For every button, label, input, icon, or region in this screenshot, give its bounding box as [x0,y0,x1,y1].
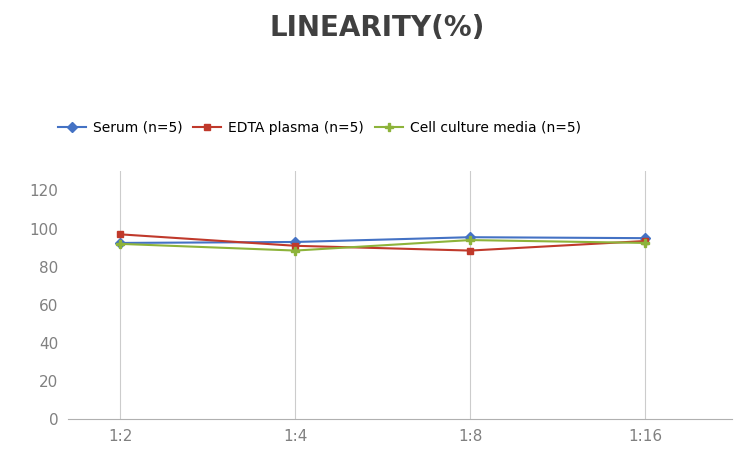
Line: EDTA plasma (n=5): EDTA plasma (n=5) [117,231,649,254]
EDTA plasma (n=5) [116,232,125,237]
Serum (n=5) [291,239,300,245]
Serum (n=5) [466,235,475,240]
Legend: Serum (n=5), EDTA plasma (n=5), Cell culture media (n=5): Serum (n=5), EDTA plasma (n=5), Cell cul… [52,115,586,140]
Cell culture media (n=5) [291,248,300,253]
Cell culture media (n=5) [466,237,475,243]
Line: Cell culture media (n=5): Cell culture media (n=5) [116,236,649,255]
Line: Serum (n=5): Serum (n=5) [117,234,649,246]
Text: LINEARITY(%): LINEARITY(%) [270,14,485,41]
Serum (n=5) [640,235,649,241]
EDTA plasma (n=5) [640,238,649,244]
EDTA plasma (n=5) [291,243,300,249]
EDTA plasma (n=5) [466,248,475,253]
Cell culture media (n=5) [116,241,125,247]
Cell culture media (n=5) [640,240,649,246]
Serum (n=5) [116,240,125,246]
